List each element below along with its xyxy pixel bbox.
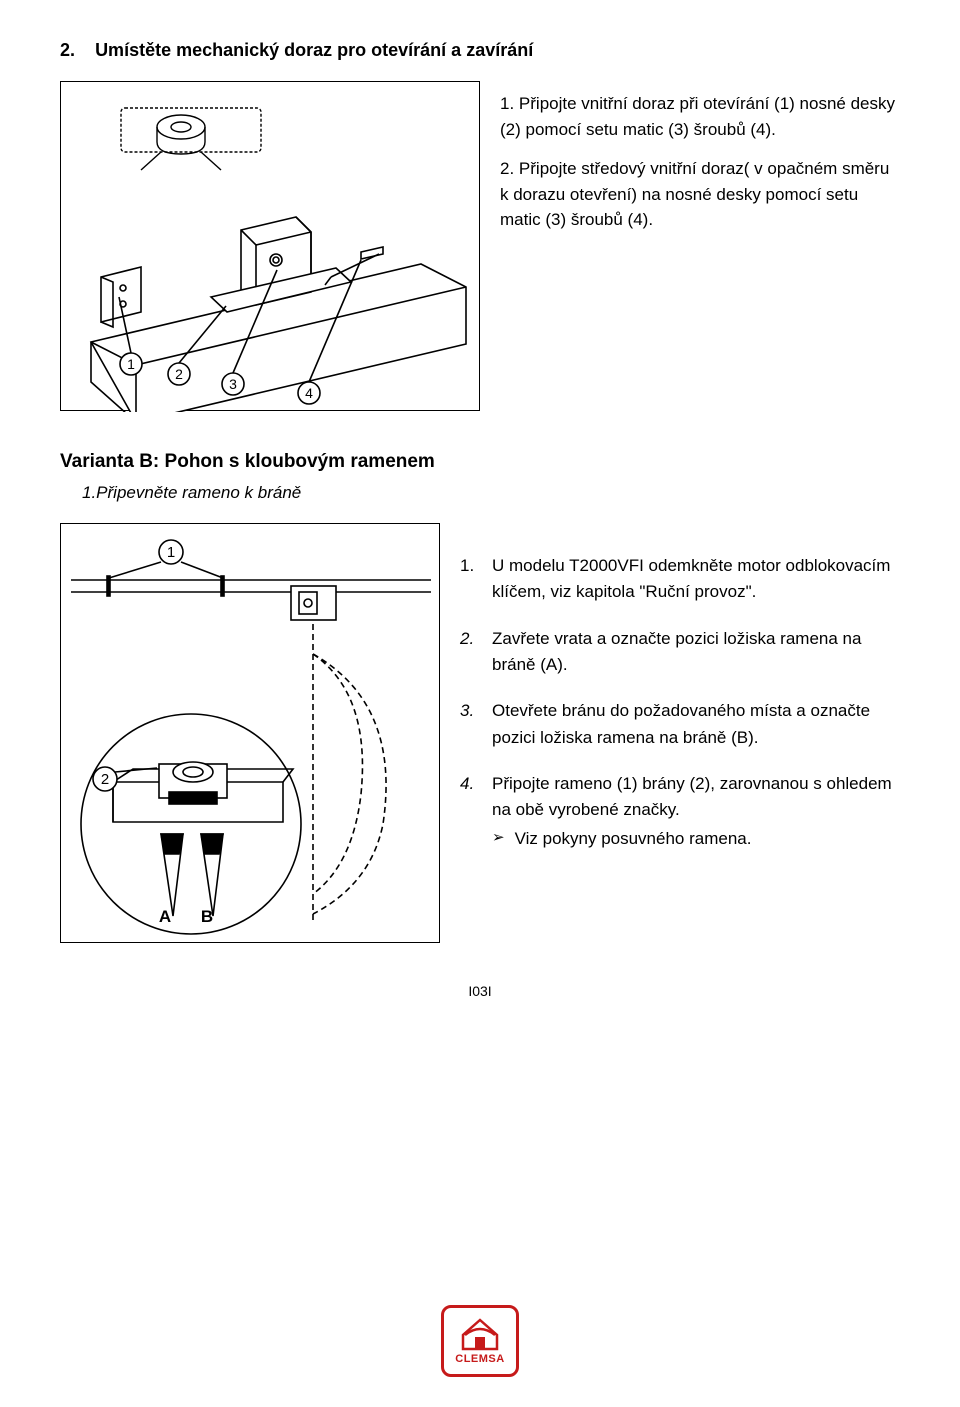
variant-b-item-1: 1. U modelu T2000VFI odemkněte motor odb… bbox=[460, 553, 900, 606]
fig1-label-4: 4 bbox=[305, 385, 313, 401]
svg-text:B: B bbox=[201, 907, 213, 926]
variant-b-list: 1. U modelu T2000VFI odemkněte motor odb… bbox=[460, 523, 900, 943]
section2-item-1: 1. Připojte vnitřní doraz při otevírání … bbox=[500, 91, 900, 142]
variant-b-heading: Varianta B: Pohon s kloubovým ramenem bbox=[60, 451, 900, 473]
section-title: Umístěte mechanický doraz pro otevírání … bbox=[95, 40, 533, 60]
variant-b-item-2: 2. Zavřete vrata a označte pozici ložisk… bbox=[460, 626, 900, 679]
variant-b-item-3: 3. Otevřete bránu do požadovaného místa … bbox=[460, 698, 900, 751]
item-text: Připojte vnitřní doraz při otevírání (1)… bbox=[500, 94, 895, 139]
svg-text:A: A bbox=[159, 907, 171, 926]
logo-text: CLEMSA bbox=[455, 1353, 504, 1365]
page-number: I03I bbox=[60, 983, 900, 999]
svg-text:2: 2 bbox=[101, 771, 109, 788]
item-body: Připojte rameno (1) brány (2), zarovnano… bbox=[492, 771, 900, 852]
clemsa-logo: CLEMSA bbox=[441, 1305, 519, 1377]
svg-text:1: 1 bbox=[167, 544, 175, 561]
item-number: 2. bbox=[500, 159, 514, 178]
item-number: 4. bbox=[460, 771, 482, 852]
triangle-icon: ➢ bbox=[492, 826, 505, 852]
figure-arm-attachment: 1 2 A B bbox=[60, 523, 440, 943]
item-number: 1. bbox=[460, 553, 482, 606]
section-number: 2. bbox=[60, 40, 75, 60]
section2-row: 1 2 3 4 1. Připojte vnitřní doraz při ot… bbox=[60, 81, 900, 411]
fig1-label-3: 3 bbox=[229, 376, 237, 392]
item-text: Zavřete vrata a označte pozici ložiska r… bbox=[492, 626, 900, 679]
fig1-label-2: 2 bbox=[175, 366, 183, 382]
logo-container: CLEMSA bbox=[0, 1305, 960, 1377]
item-number: 1. bbox=[500, 94, 514, 113]
item-text: Připojte rameno (1) brány (2), zarovnano… bbox=[492, 774, 892, 819]
section-heading: 2. Umístěte mechanický doraz pro otevírá… bbox=[60, 40, 900, 61]
variant-b-substep: 1.Připevněte rameno k bráně bbox=[82, 483, 900, 503]
item-number: 3. bbox=[460, 698, 482, 751]
variant-b-row: 1 2 A B 1. U modelu T2000VFI odemkněte m… bbox=[60, 523, 900, 943]
variant-b-item-4: 4. Připojte rameno (1) brány (2), zarovn… bbox=[460, 771, 900, 852]
figure-mechanical-stop: 1 2 3 4 bbox=[60, 81, 480, 411]
fig1-label-1: 1 bbox=[127, 356, 135, 372]
section2-text: 1. Připojte vnitřní doraz při otevírání … bbox=[500, 81, 900, 411]
section2-item-2: 2. Připojte středový vnitřní doraz( v op… bbox=[500, 156, 900, 233]
house-icon bbox=[459, 1317, 501, 1351]
item-text: Připojte středový vnitřní doraz( v opačn… bbox=[500, 159, 889, 229]
bullet-text: Viz pokyny posuvného ramena. bbox=[515, 826, 752, 852]
item-text: U modelu T2000VFI odemkněte motor odblok… bbox=[492, 553, 900, 606]
item-number: 2. bbox=[460, 626, 482, 679]
item-text: Otevřete bránu do požadovaného místa a o… bbox=[492, 698, 900, 751]
item-bullet: ➢ Viz pokyny posuvného ramena. bbox=[492, 826, 900, 852]
